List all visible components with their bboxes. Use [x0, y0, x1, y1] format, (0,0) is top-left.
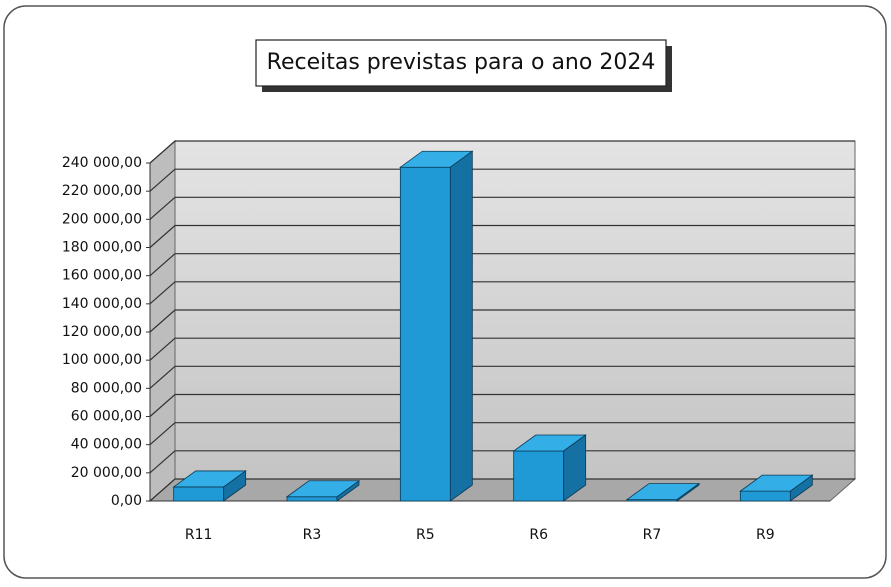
- plot-area: 0,00 20 000,00 40 000,00 60 000,00 80 000,00…: [62, 139, 857, 543]
- grid-line: [149, 422, 855, 446]
- grid-line: [149, 309, 855, 333]
- bar-side: [336, 479, 360, 502]
- grid-line: [149, 224, 855, 248]
- grid-line: [149, 365, 855, 389]
- title-box: [255, 39, 667, 87]
- x-tick-label: R3: [303, 527, 322, 543]
- y-tick-label: 0,00: [111, 493, 142, 509]
- y-tick-label: 140 000,00: [62, 296, 142, 312]
- grid-line: [149, 478, 855, 502]
- bar-front: [173, 486, 225, 502]
- chart-title: Receitas previstas para o ano 2024: [267, 50, 656, 75]
- y-tick-label: 240 000,00: [62, 155, 142, 171]
- y-tick-label: 20 000,00: [71, 465, 142, 481]
- y-tick-label: 160 000,00: [62, 268, 142, 284]
- bar-front: [286, 496, 338, 502]
- grid-line: [149, 253, 855, 277]
- grid-line: [149, 337, 855, 361]
- grid-line: [149, 281, 855, 305]
- bar-front: [739, 490, 791, 502]
- grid-line: [149, 393, 855, 417]
- y-tick-label: 80 000,00: [71, 380, 142, 396]
- y-tick-label: 120 000,00: [62, 324, 142, 340]
- x-tick-label: R6: [529, 527, 548, 543]
- bar-front: [513, 450, 565, 502]
- y-tick-label: 220 000,00: [62, 183, 142, 199]
- y-tick-label: 40 000,00: [71, 437, 142, 453]
- bar-front: [399, 166, 451, 502]
- x-tick-label: R5: [416, 527, 435, 543]
- bar-side: [563, 434, 587, 502]
- y-tick-label: 100 000,00: [62, 352, 142, 368]
- bar-side: [789, 474, 813, 502]
- y-tick-label: 180 000,00: [62, 240, 142, 256]
- grid-line: [149, 450, 855, 474]
- bar-side: [449, 150, 473, 502]
- x-tick-label: R9: [756, 527, 775, 543]
- y-tick-label: 200 000,00: [62, 211, 142, 227]
- grid-line: [149, 168, 855, 192]
- bar-side: [223, 470, 247, 502]
- bar-side: [676, 482, 700, 502]
- grid-line: [149, 140, 855, 164]
- x-tick-label: R11: [185, 527, 213, 543]
- grid-line: [149, 196, 855, 220]
- y-tick-label: 60 000,00: [71, 409, 142, 425]
- x-tick-label: R7: [643, 527, 662, 543]
